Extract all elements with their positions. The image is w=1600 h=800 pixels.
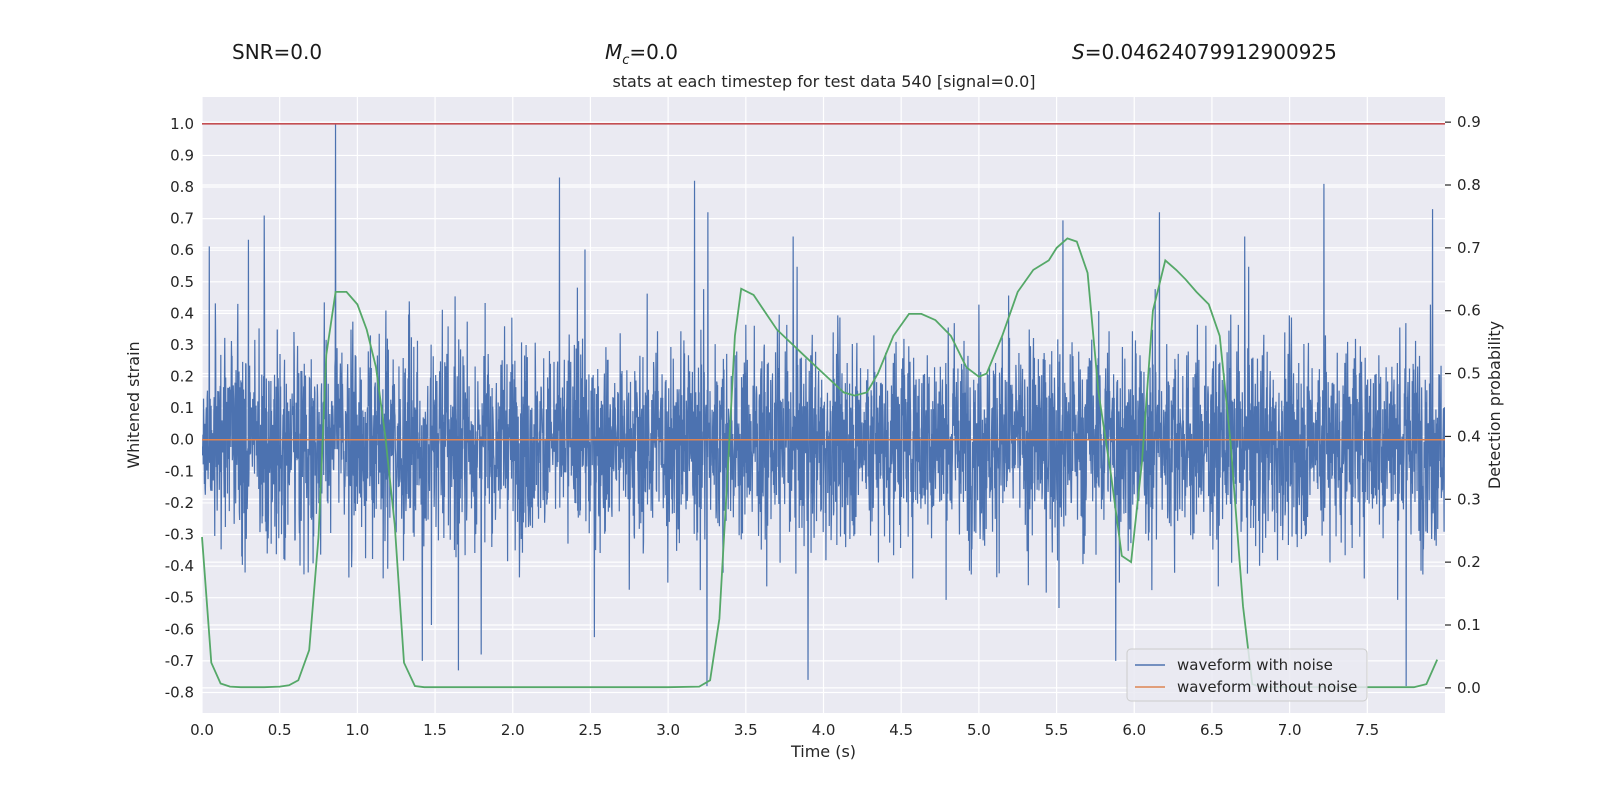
left-axis: -0.8 -0.7 -0.6 -0.5 -0.4 -0.3 -0.2 -0.1 0.0 0.1 0.…	[165, 115, 194, 702]
left-tick-label: -0.2	[165, 494, 194, 512]
left-tick-label: 0.3	[170, 336, 194, 354]
chart-title: stats at each timestep for test data 540…	[612, 72, 1036, 91]
right-axis-label: Detection probability	[1485, 321, 1504, 489]
legend: waveform with noise waveform without noi…	[1126, 648, 1368, 702]
series-detection-probability	[201, 237, 1439, 689]
right-axis: 0.0 0.1 0.2 0.3 0.4 0.5 0.6 0.7 0.8 0.9	[1445, 113, 1481, 697]
right-tick-label: 0.0	[1457, 679, 1481, 697]
left-tick-label: -0.5	[165, 589, 194, 607]
chirp-mass-symbol: M	[605, 40, 623, 64]
left-axis-label: Whitened strain	[124, 341, 143, 468]
x-tick-label: 5.0	[967, 721, 991, 739]
chirp-mass-readout: Mc=0.0	[605, 40, 678, 68]
right-tick-label: 0.6	[1457, 302, 1481, 320]
x-tick-label: 0.0	[190, 721, 214, 739]
left-tick-label: 1.0	[170, 115, 194, 133]
legend-label-without-noise: waveform without noise	[1177, 678, 1357, 696]
x-tick-label: 3.5	[734, 721, 758, 739]
left-tick-label: -0.6	[165, 620, 194, 638]
snr-readout: SNR=0.0	[232, 40, 323, 64]
left-tick-label: 0.1	[170, 399, 194, 417]
left-tick-label: -0.3	[165, 526, 194, 544]
right-tick-label: 0.7	[1457, 239, 1481, 257]
x-tick-label: 6.5	[1200, 721, 1224, 739]
chirp-mass-value: =0.0	[629, 40, 678, 64]
left-tick-label: 0.0	[170, 431, 194, 449]
right-tick-label: 0.2	[1457, 553, 1481, 571]
x-tick-label: 7.0	[1278, 721, 1302, 739]
right-tick-label: 0.5	[1457, 365, 1481, 383]
chirp-mass-subscript: c	[622, 53, 630, 68]
x-tick-label: 6.0	[1122, 721, 1146, 739]
x-tick-label: 0.5	[268, 721, 292, 739]
statistic-value: =0.04624079912900925	[1084, 40, 1337, 64]
x-axis-label: Time (s)	[790, 742, 856, 761]
right-tick-label: 0.9	[1457, 113, 1481, 131]
x-tick-label: 3.0	[656, 721, 680, 739]
x-tick-label: 4.5	[889, 721, 913, 739]
x-axis: 0.0 0.5 1.0 1.5 2.0 2.5 3.0 3.5 4.0 4.5 5.0 5.5 6.0 6…	[190, 721, 1379, 739]
series-waveform-with-noise	[202, 123, 1445, 687]
left-tick-label: -0.4	[165, 557, 194, 575]
left-tick-label: 0.5	[170, 273, 194, 291]
x-tick-label: 4.0	[812, 721, 836, 739]
left-tick-label: 0.8	[170, 178, 194, 196]
left-tick-label: 0.9	[170, 146, 194, 164]
right-tick-label: 0.3	[1457, 490, 1481, 508]
left-tick-label: -0.8	[165, 683, 194, 701]
legend-box	[1126, 648, 1368, 702]
left-tick-label: -0.1	[165, 462, 194, 480]
x-tick-label: 7.5	[1355, 721, 1379, 739]
x-tick-label: 1.5	[423, 721, 447, 739]
right-tick-label: 0.8	[1457, 176, 1481, 194]
right-tick-label: 0.4	[1457, 427, 1481, 445]
x-tick-label: 2.0	[501, 721, 525, 739]
left-tick-label: 0.6	[170, 241, 194, 259]
left-tick-label: 0.7	[170, 210, 194, 228]
x-tick-label: 5.5	[1045, 721, 1069, 739]
left-tick-label: 0.4	[170, 304, 194, 322]
right-tick-label: 0.1	[1457, 616, 1481, 634]
statistic-symbol: S	[1072, 40, 1085, 64]
left-tick-label: 0.2	[170, 368, 194, 386]
legend-label-with-noise: waveform with noise	[1177, 656, 1333, 674]
statistic-readout: S=0.04624079912900925	[1072, 40, 1337, 64]
x-tick-label: 2.5	[579, 721, 603, 739]
left-tick-label: -0.7	[165, 652, 194, 670]
x-tick-label: 1.0	[345, 721, 369, 739]
